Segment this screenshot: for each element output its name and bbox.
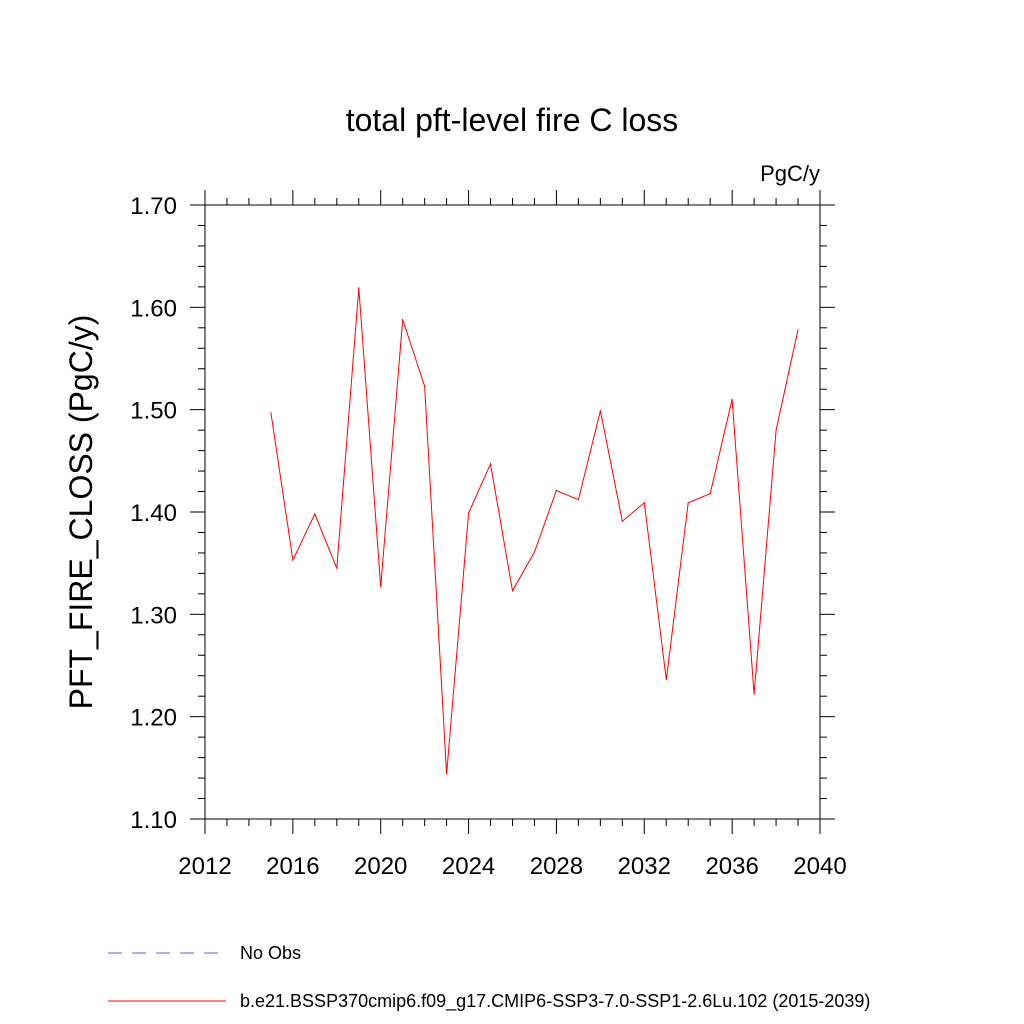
plot-frame: [204, 204, 821, 820]
data-point: [380, 586, 382, 588]
data-point: [314, 513, 316, 515]
data-point: [643, 502, 645, 504]
y-tick-labels: 1.10 1.20 1.30 1.40 1.50 1.60 1.70: [130, 193, 177, 834]
data-point: [621, 520, 623, 522]
data-point: [489, 463, 492, 465]
data-point: [599, 410, 602, 412]
data-point: [358, 287, 360, 289]
data-point: [665, 679, 667, 681]
data-point: [446, 773, 448, 775]
data-point: [731, 398, 733, 400]
x-tick-label: 2012: [178, 853, 231, 880]
data-point: [424, 385, 426, 387]
x-tick-label: 2028: [530, 853, 583, 880]
x-tick-label: 2016: [266, 853, 319, 880]
y-tick-label: 1.60: [130, 295, 177, 322]
y-tick-label: 1.70: [130, 193, 177, 220]
data-point: [797, 329, 799, 331]
data-point: [468, 512, 470, 514]
data-point: [270, 412, 272, 414]
y-tick-label: 1.30: [130, 602, 177, 629]
legend: No Obs b.e21.BSSP370cmip6.f09_g17.CMIP6-…: [108, 943, 870, 1012]
data-point: [709, 493, 711, 495]
legend-label-no-obs: No Obs: [240, 943, 301, 963]
x-tick-label: 2040: [793, 853, 846, 880]
data-point: [533, 551, 536, 553]
data-point: [402, 319, 404, 321]
y-tick-label: 1.10: [130, 807, 177, 834]
axis-ticks: [190, 190, 835, 834]
x-tick-label: 2036: [705, 853, 758, 880]
data-point: [336, 567, 338, 569]
y-tick-label: 1.20: [130, 705, 177, 732]
data-point: [687, 502, 689, 504]
data-point: [511, 590, 514, 592]
data-point: [577, 499, 580, 501]
data-point: [775, 429, 777, 431]
units-label: PgC/y: [760, 161, 820, 186]
x-tick-labels: 2012 2016 2020 2024 2028 2032 2036 2040: [178, 853, 846, 880]
data-point: [292, 559, 294, 561]
y-tick-label: 1.50: [130, 398, 177, 425]
x-tick-label: 2032: [618, 853, 671, 880]
x-tick-label: 2020: [354, 853, 407, 880]
data-series: [270, 287, 799, 775]
x-tick-label: 2024: [442, 853, 495, 880]
y-tick-label: 1.40: [130, 500, 177, 527]
series-line: [270, 287, 799, 775]
chart-title: total pft-level fire C loss: [346, 102, 679, 138]
y-axis-label: PFT_FIRE_CLOSS (PgC/y): [63, 315, 99, 710]
legend-label-model: b.e21.BSSP370cmip6.f09_g17.CMIP6-SSP3-7.…: [240, 991, 870, 1012]
data-point: [555, 489, 558, 492]
data-point: [753, 693, 755, 695]
